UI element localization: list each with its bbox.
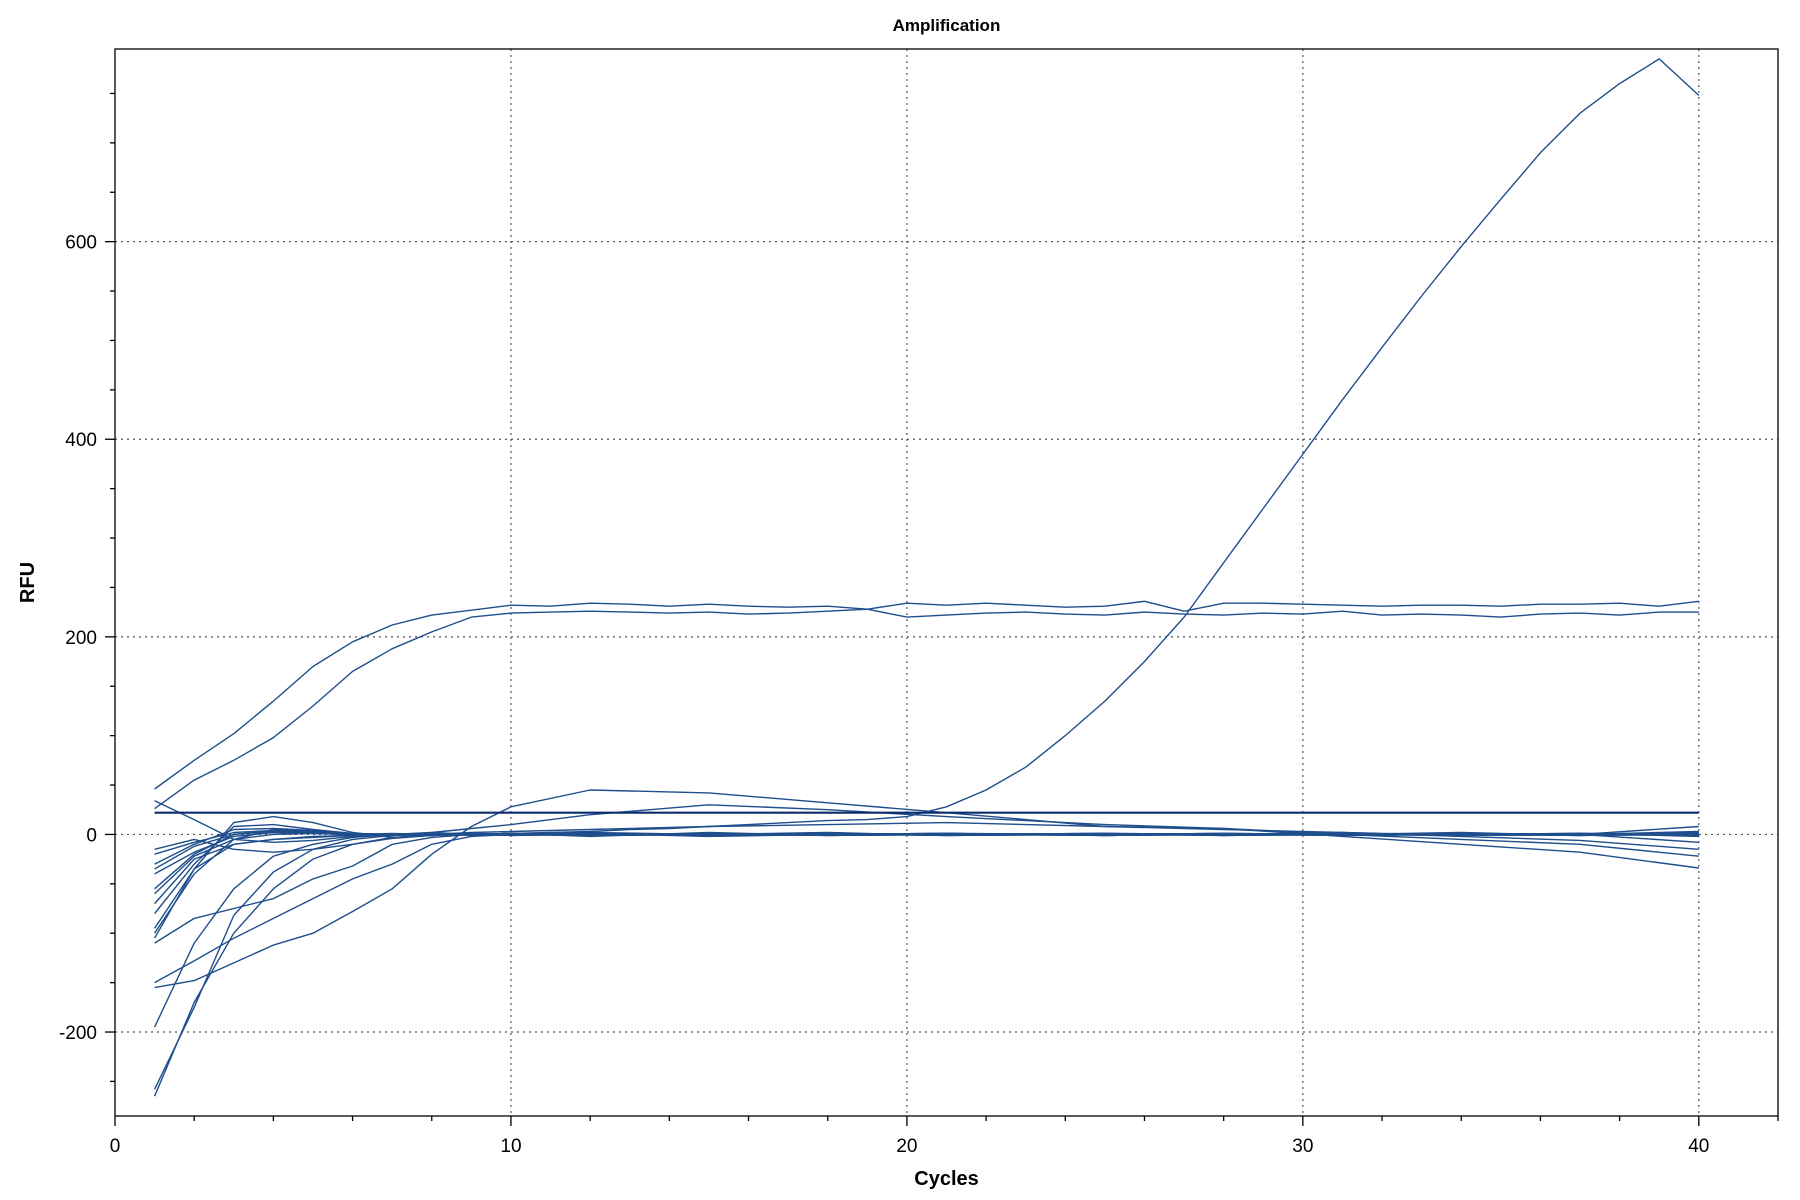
amplification-curve-18[interactable] bbox=[154, 832, 1699, 895]
y-tick-label-0: 0 bbox=[86, 825, 97, 846]
ticks-layer bbox=[105, 92, 1779, 1126]
tick-labels-layer: 0 10 20 30 40 -200 0 200 400 600 bbox=[59, 233, 1709, 1157]
amplification-curve-21[interactable] bbox=[153, 58, 1700, 939]
grid-layer bbox=[115, 49, 1778, 1116]
amplification-curve-2[interactable] bbox=[153, 830, 1699, 1090]
series-layer bbox=[153, 58, 1700, 1097]
y-tick-label-200: 200 bbox=[65, 628, 97, 649]
y-tick-label-600: 600 bbox=[65, 233, 97, 254]
plot-area-frame bbox=[114, 48, 1779, 1117]
chart-title: Amplification bbox=[893, 16, 1001, 35]
x-axis-title: Cycles bbox=[914, 1168, 979, 1190]
amplification-curve-6[interactable] bbox=[154, 831, 1699, 944]
y-tick-label--200: -200 bbox=[59, 1023, 97, 1044]
x-tick-label-40: 40 bbox=[1688, 1136, 1709, 1157]
amplification-curve-16[interactable] bbox=[154, 821, 1699, 875]
x-tick-label-0: 0 bbox=[110, 1136, 121, 1157]
y-axis-title: RFU bbox=[17, 562, 39, 603]
amplification-curve-10[interactable] bbox=[154, 832, 1699, 905]
amplification-curve-19[interactable] bbox=[154, 600, 1699, 790]
amplification-curve-5[interactable] bbox=[154, 832, 1699, 984]
y-tick-label-400: 400 bbox=[65, 430, 97, 451]
x-tick-label-20: 20 bbox=[896, 1136, 917, 1157]
amplification-curve-3[interactable] bbox=[153, 831, 1699, 1028]
amplification-curve-20[interactable] bbox=[154, 608, 1699, 810]
x-tick-label-10: 10 bbox=[500, 1136, 521, 1157]
amplification-curve-1[interactable] bbox=[153, 831, 1699, 1097]
amplification-curve-14[interactable] bbox=[154, 800, 1699, 843]
amplification-curve-4[interactable] bbox=[154, 789, 1699, 989]
x-tick-label-30: 30 bbox=[1292, 1136, 1313, 1157]
